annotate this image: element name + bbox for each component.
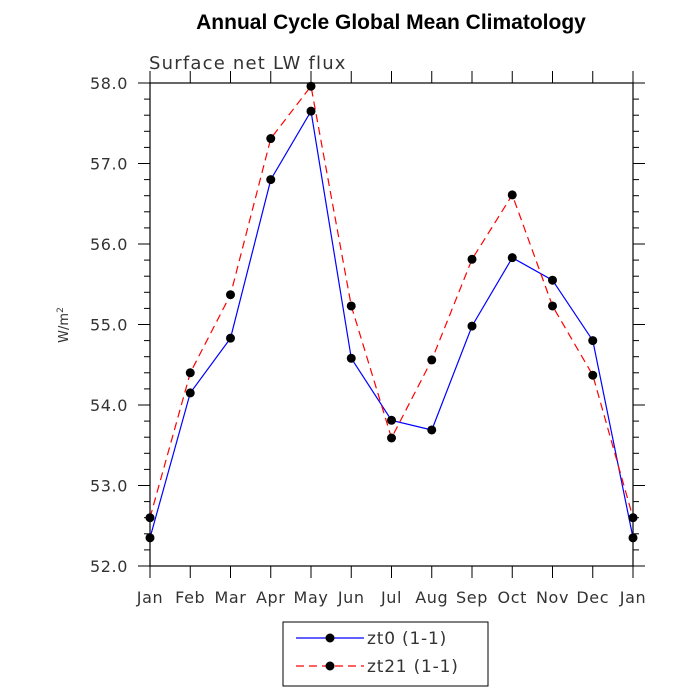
x-tick-label: Jun [337, 588, 365, 607]
x-tick-label: Aug [415, 588, 448, 607]
axis-ticks [138, 71, 645, 578]
series-1-point [628, 513, 638, 523]
series-0-point [185, 388, 195, 398]
y-tick-label: 56.0 [90, 235, 128, 254]
x-tick-label: Nov [536, 588, 569, 607]
series-1-point [588, 370, 598, 380]
series-1-point [145, 513, 155, 523]
x-tick-label: Jan [136, 588, 163, 607]
y-tick-labels: 52.0 53.0 54.0 55.0 56.0 57.0 58.0 [90, 74, 128, 576]
series-0-point [588, 336, 598, 346]
series-1-point [467, 254, 477, 264]
series-1-point [226, 290, 235, 300]
y-tick-label: 54.0 [90, 396, 128, 415]
y-axis-label-text: W/m [57, 313, 72, 343]
legend: zt0 (1-1) zt21 (1-1) [282, 621, 489, 687]
y-tick-label: 57.0 [90, 155, 128, 174]
legend-label-zt21: zt21 (1-1) [367, 657, 459, 677]
x-tick-labels: Jan Feb Mar Apr May Jun Jul Aug Sep Oct Nov Dec Jan [136, 588, 646, 607]
series-0-point [507, 253, 517, 263]
series-1-point [346, 301, 356, 311]
legend-box [282, 621, 489, 687]
series-0-point [145, 533, 155, 543]
series-0-point [346, 353, 356, 363]
x-tick-label: Apr [256, 588, 285, 607]
series-0-line [149, 109, 634, 538]
y-axis-label: W/m2 [56, 307, 72, 343]
x-tick-label: Jul [380, 588, 402, 607]
x-tick-label: Sep [456, 588, 488, 607]
legend-marker-zt0 [325, 633, 335, 643]
y-tick-label: 53.0 [90, 477, 128, 496]
y-tick-label: 58.0 [90, 74, 128, 93]
x-tick-label: Oct [498, 588, 527, 607]
series-0-point [387, 415, 396, 425]
series-0-point [226, 333, 235, 343]
plot-frame [149, 82, 634, 567]
x-tick-label: Dec [576, 588, 609, 607]
legend-label-zt0: zt0 (1-1) [367, 629, 447, 649]
x-tick-label: Mar [215, 588, 247, 607]
series-1-point [507, 190, 517, 200]
x-tick-label: Jan [619, 588, 646, 607]
x-tick-label: Feb [175, 588, 205, 607]
series-0-point [467, 321, 477, 331]
x-tick-label: May [294, 588, 329, 607]
series-1-point [185, 368, 195, 378]
y-axis-label-superscript: 2 [56, 307, 66, 313]
legend-marker-zt21 [325, 661, 335, 671]
series-1-point [387, 433, 396, 443]
series-1-point [548, 301, 557, 311]
y-tick-label: 52.0 [90, 557, 128, 576]
series-0-point [427, 425, 437, 435]
series-layer [145, 81, 638, 543]
series-1-point [427, 355, 437, 365]
series-1-point [266, 134, 276, 144]
series-1-line [149, 84, 634, 518]
series-0-point [548, 275, 557, 285]
chart-subtitle: Surface net LW flux [149, 53, 347, 74]
series-0-point [628, 533, 638, 543]
y-tick-label: 55.0 [90, 316, 128, 335]
series-0-point [266, 175, 276, 185]
chart-title: Annual Cycle Global Mean Climatology [196, 11, 586, 34]
series-1-point [306, 81, 316, 91]
series-0-point [306, 106, 316, 116]
